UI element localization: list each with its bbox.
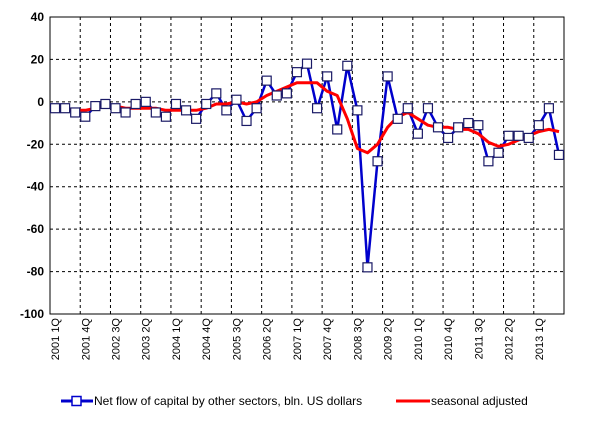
y-axis-tick-labels: 40 20 0 -20 -40 -60 -80 -100 xyxy=(20,10,44,321)
y-tick-label: -60 xyxy=(27,222,45,236)
data-point-net-flow xyxy=(463,117,474,129)
x-tick-label: 2002 3Q xyxy=(111,318,123,361)
legend: Net flow of capital by other sectors, bl… xyxy=(0,390,590,412)
data-point-net-flow xyxy=(130,98,141,110)
y-tick-label: -100 xyxy=(20,307,44,321)
data-point-net-flow xyxy=(503,130,514,141)
data-point-net-flow xyxy=(382,71,393,82)
data-point-net-flow xyxy=(110,103,121,114)
data-point-net-flow xyxy=(553,149,565,160)
x-tick-label: 2001 4Q xyxy=(80,318,92,361)
data-point-net-flow xyxy=(120,107,131,118)
data-point-net-flow xyxy=(80,111,91,122)
data-point-net-flow xyxy=(180,105,192,116)
data-point-net-flow xyxy=(422,103,434,114)
x-tick-label: 2012 2Q xyxy=(504,318,516,361)
data-point-net-flow xyxy=(201,98,212,110)
x-tick-label: 2008 3Q xyxy=(352,318,364,361)
data-point-net-flow xyxy=(523,132,534,144)
data-point-net-flow xyxy=(170,98,182,110)
data-point-net-flow xyxy=(453,122,464,133)
data-point-net-flow xyxy=(160,111,172,122)
data-point-net-flow xyxy=(362,262,373,273)
x-axis-tick-labels: 2001 1Q 2001 4Q 2002 3Q 2003 2Q 2004 1Q 2004 … xyxy=(50,318,546,361)
x-tick-label: 2011 3Q xyxy=(473,318,485,360)
x-tick-label: 2007 1Q xyxy=(292,318,304,361)
data-point-net-flow xyxy=(241,115,252,127)
data-point-net-flow xyxy=(261,75,272,86)
data-point-net-flow xyxy=(392,113,403,124)
data-point-net-flow xyxy=(322,71,333,82)
x-tick-label: 2010 1Q xyxy=(413,318,425,361)
data-point-net-flow xyxy=(291,67,303,78)
y-tick-label: -20 xyxy=(27,137,45,151)
data-point-net-flow xyxy=(473,120,484,131)
data-point-net-flow xyxy=(211,88,222,99)
data-point-net-flow xyxy=(271,90,282,101)
data-point-net-flow xyxy=(352,105,363,116)
data-point-net-flow xyxy=(372,156,383,167)
data-point-net-flow xyxy=(483,156,494,167)
x-tick-label: 2009 2Q xyxy=(383,318,395,361)
x-tick-label: 2004 1Q xyxy=(171,318,183,361)
data-point-net-flow xyxy=(402,103,413,114)
x-tick-label: 2013 1Q xyxy=(534,318,546,361)
y-tick-label: 40 xyxy=(31,10,45,24)
data-point-net-flow xyxy=(281,88,292,99)
series-markers xyxy=(49,58,565,273)
y-tick-label: -80 xyxy=(27,265,45,279)
legend-swatch-seasonal-adjusted xyxy=(396,399,430,403)
data-point-net-flow xyxy=(493,147,504,158)
y-tick-label: 0 xyxy=(37,95,44,109)
data-point-net-flow xyxy=(342,60,353,71)
data-point-net-flow xyxy=(100,98,111,110)
data-point-net-flow xyxy=(90,100,101,112)
data-point-net-flow xyxy=(49,103,61,114)
data-point-net-flow xyxy=(432,122,444,133)
x-tick-label: 2003 2Q xyxy=(141,318,153,361)
legend-swatch-net-flow xyxy=(61,395,93,407)
x-tick-label: 2010 4Q xyxy=(443,318,455,361)
data-point-net-flow xyxy=(60,103,71,114)
legend-item-net-flow: Net flow of capital by other sectors, bl… xyxy=(60,390,362,412)
data-point-net-flow xyxy=(251,103,262,114)
data-point-net-flow xyxy=(442,132,454,144)
data-point-net-flow xyxy=(412,128,423,139)
y-tick-label: 20 xyxy=(31,52,45,66)
y-tick-label: -40 xyxy=(27,180,45,194)
data-point-net-flow xyxy=(231,94,242,105)
data-point-net-flow xyxy=(70,107,81,118)
data-point-net-flow xyxy=(140,96,151,107)
legend-item-seasonal-adjusted: seasonal adjusted xyxy=(395,390,528,412)
x-tick-label: 2006 2Q xyxy=(262,318,274,361)
data-point-net-flow xyxy=(332,124,343,135)
data-point-net-flow xyxy=(543,103,554,114)
data-point-net-flow xyxy=(311,103,323,114)
x-tick-label: 2005 3Q xyxy=(231,318,243,361)
chart: 40 20 0 -20 -40 -60 -80 -100 2001 1Q 2001 4Q 2002… xyxy=(20,10,565,361)
x-tick-label: 2001 1Q xyxy=(50,318,62,361)
data-point-net-flow xyxy=(513,130,524,141)
x-tick-label: 2004 4Q xyxy=(201,318,213,361)
data-point-net-flow xyxy=(301,58,313,69)
data-point-net-flow xyxy=(191,113,202,124)
legend-label-net-flow: Net flow of capital by other sectors, bl… xyxy=(94,394,363,408)
data-point-net-flow xyxy=(150,107,161,118)
legend-label-seasonal-adjusted: seasonal adjusted xyxy=(431,394,528,408)
data-point-net-flow xyxy=(533,120,544,131)
data-point-net-flow xyxy=(221,105,232,116)
x-tick-label: 2007 4Q xyxy=(322,318,334,361)
